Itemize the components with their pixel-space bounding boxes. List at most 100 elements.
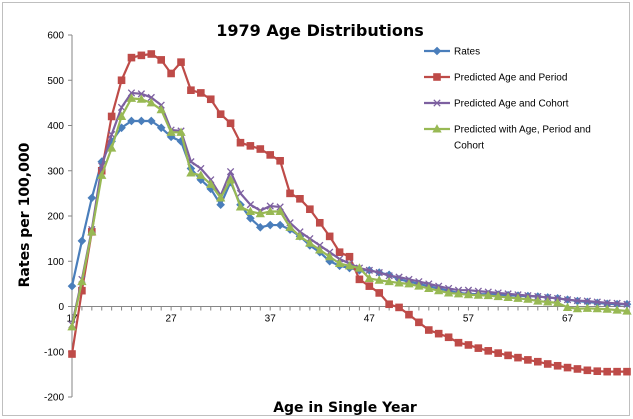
data-point xyxy=(127,116,136,126)
data-point xyxy=(146,98,156,107)
y-tick-label: 500 xyxy=(47,76,64,87)
legend-label: Predicted Age and Period xyxy=(454,73,567,84)
data-point xyxy=(305,238,315,247)
data-point xyxy=(266,202,274,210)
data-point xyxy=(385,300,393,309)
data-point xyxy=(374,275,384,284)
data-point xyxy=(364,273,374,282)
data-point xyxy=(246,142,255,150)
data-point xyxy=(226,167,235,176)
data-point xyxy=(197,164,205,173)
data-point xyxy=(434,329,443,338)
legend-entry: Predicted Age and Cohort xyxy=(424,99,569,110)
data-point xyxy=(484,347,493,355)
data-point xyxy=(424,326,433,334)
data-point xyxy=(246,213,255,223)
data-point xyxy=(463,289,474,299)
data-point xyxy=(236,189,245,198)
data-point xyxy=(97,170,107,179)
data-point xyxy=(365,266,373,274)
data-point xyxy=(553,361,562,370)
data-point xyxy=(375,268,383,277)
y-axis-title: Rates per 100,000 xyxy=(17,142,33,287)
data-point xyxy=(116,111,127,120)
series-2 xyxy=(68,50,631,376)
data-point xyxy=(137,90,146,98)
data-point xyxy=(424,283,434,292)
data-point xyxy=(255,208,265,218)
data-point xyxy=(534,357,542,366)
y-tick-label: 0 xyxy=(58,302,64,313)
legend-label: Rates xyxy=(454,47,480,58)
data-point xyxy=(454,338,463,347)
x-tick-label: 67 xyxy=(562,314,574,325)
data-point xyxy=(67,281,77,291)
legend-swatch-marker xyxy=(432,124,442,133)
data-point xyxy=(513,293,523,302)
data-point xyxy=(77,276,87,286)
data-point xyxy=(285,222,295,231)
data-point xyxy=(156,123,166,133)
legend-entry: Predicted with Age, Period and Cohort xyxy=(424,124,591,152)
data-point xyxy=(415,318,423,327)
data-point xyxy=(147,93,155,102)
data-point xyxy=(404,279,414,288)
data-point xyxy=(245,206,256,216)
data-point xyxy=(126,93,137,102)
data-point xyxy=(394,278,404,287)
y-tick-label: 200 xyxy=(47,212,64,223)
data-point xyxy=(177,58,185,66)
data-point xyxy=(156,104,166,114)
series-1 xyxy=(67,116,632,309)
data-point xyxy=(563,363,572,372)
data-point xyxy=(265,206,275,216)
data-point xyxy=(573,296,582,305)
series-4 xyxy=(67,93,632,331)
data-point xyxy=(395,303,403,312)
data-point xyxy=(623,300,631,308)
data-point xyxy=(186,168,196,177)
data-point xyxy=(444,333,453,342)
plot-area xyxy=(67,50,632,376)
data-point xyxy=(246,201,255,209)
data-point xyxy=(503,292,513,301)
data-point xyxy=(613,299,621,307)
data-point xyxy=(494,349,502,357)
data-point xyxy=(344,260,355,270)
data-point xyxy=(226,119,235,128)
data-point xyxy=(275,206,285,216)
data-point xyxy=(255,223,265,232)
data-point xyxy=(524,356,532,364)
x-axis-title: Age in Single Year xyxy=(273,400,417,416)
x-tick-label: 57 xyxy=(463,314,475,325)
data-point xyxy=(583,297,592,305)
data-point xyxy=(622,306,632,315)
data-point xyxy=(434,285,444,295)
data-point xyxy=(127,89,136,97)
data-point xyxy=(602,304,612,313)
data-point xyxy=(147,50,156,58)
data-point xyxy=(265,220,275,230)
data-point xyxy=(483,290,493,300)
data-point xyxy=(593,367,602,376)
chart-title: 1979 Age Distributions xyxy=(216,21,424,40)
data-point xyxy=(306,205,314,214)
data-point xyxy=(573,365,582,373)
data-point xyxy=(493,291,503,301)
data-point xyxy=(355,275,364,284)
legend-label: Predicted Age and Cohort xyxy=(454,99,569,110)
data-point xyxy=(216,110,225,118)
data-point xyxy=(335,248,344,256)
data-point xyxy=(315,245,325,254)
data-point xyxy=(296,195,304,203)
data-point xyxy=(453,289,464,298)
data-point xyxy=(256,145,265,153)
data-point xyxy=(474,344,483,352)
data-point xyxy=(87,193,97,203)
data-point xyxy=(146,116,156,126)
data-point xyxy=(176,127,186,136)
data-point xyxy=(127,53,136,62)
x-tick-label: 27 xyxy=(166,314,178,325)
data-point xyxy=(572,303,583,313)
